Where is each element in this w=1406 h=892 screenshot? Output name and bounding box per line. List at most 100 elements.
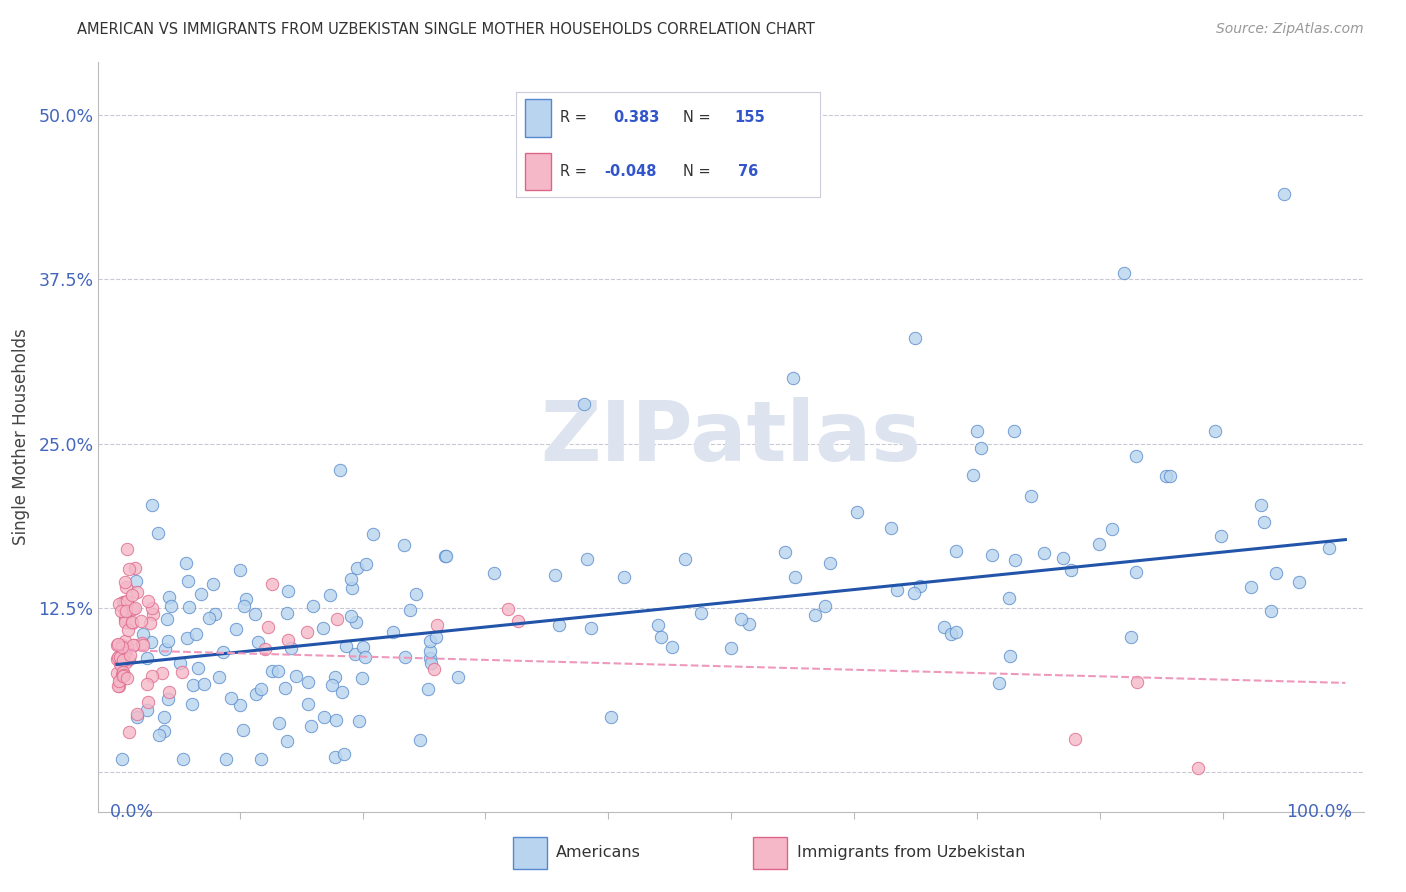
Point — [311, 621, 333, 635]
Point — [105, 652, 128, 666]
Point — [232, 723, 254, 738]
Point — [235, 592, 257, 607]
Point — [190, 587, 212, 601]
Point — [330, 685, 353, 699]
Point — [115, 604, 138, 618]
Point — [945, 543, 967, 558]
Point — [1260, 605, 1282, 619]
Point — [987, 676, 1010, 690]
Point — [846, 505, 869, 519]
Point — [939, 626, 962, 640]
Point — [201, 576, 224, 591]
Point — [904, 331, 927, 345]
Point — [114, 574, 136, 589]
Point — [125, 710, 148, 724]
Point — [160, 599, 183, 614]
Point — [111, 752, 134, 766]
Point — [352, 640, 374, 655]
Point — [146, 525, 169, 540]
Point — [253, 642, 276, 657]
Point — [176, 632, 198, 646]
Point — [122, 639, 145, 653]
Point — [108, 657, 131, 671]
Point — [720, 640, 742, 655]
Point — [1000, 649, 1022, 664]
Point — [107, 666, 129, 681]
Point — [124, 601, 146, 615]
Point — [135, 651, 157, 665]
Point — [447, 670, 470, 684]
Point — [1064, 731, 1087, 746]
Point — [1288, 574, 1310, 589]
Point — [1101, 522, 1123, 536]
Point — [274, 681, 297, 695]
Point — [276, 733, 298, 747]
Point — [352, 672, 374, 686]
Point — [340, 609, 363, 624]
Point — [262, 577, 284, 591]
Point — [344, 648, 367, 662]
Point — [818, 556, 841, 570]
Point — [354, 557, 377, 571]
Point — [581, 621, 603, 635]
Point — [114, 611, 136, 625]
Point — [112, 653, 135, 667]
Point — [1052, 551, 1074, 566]
Point — [257, 619, 280, 633]
Point — [613, 570, 636, 584]
Point — [276, 607, 298, 621]
Point — [690, 606, 713, 620]
Point — [118, 651, 141, 665]
Point — [426, 618, 449, 632]
Point — [572, 397, 595, 411]
Point — [112, 595, 135, 609]
Point — [228, 698, 250, 713]
Point — [142, 607, 165, 622]
Point — [193, 677, 215, 691]
Point — [312, 710, 335, 724]
Point — [115, 541, 138, 556]
Point — [908, 579, 931, 593]
Point — [229, 563, 252, 577]
Point — [152, 709, 174, 723]
Point — [118, 724, 141, 739]
Point — [409, 732, 432, 747]
Point — [114, 646, 136, 660]
Point — [1125, 449, 1147, 463]
Point — [114, 633, 136, 648]
Point — [112, 667, 135, 681]
Point — [1032, 546, 1054, 560]
Point — [297, 675, 319, 690]
Point — [970, 442, 993, 456]
Point — [323, 670, 346, 684]
Point — [419, 644, 441, 658]
Point — [136, 676, 159, 690]
Point — [174, 556, 197, 570]
Point — [297, 624, 319, 639]
Point — [153, 641, 176, 656]
Point — [1250, 498, 1272, 512]
Point — [114, 615, 136, 629]
Point — [1088, 537, 1111, 551]
Point — [127, 706, 149, 721]
Point — [962, 468, 984, 483]
Point — [319, 588, 342, 602]
Point — [966, 424, 988, 438]
Point — [506, 615, 529, 629]
Point — [262, 665, 284, 679]
Point — [346, 561, 368, 575]
Point — [332, 747, 354, 761]
Point — [1019, 489, 1042, 503]
Point — [121, 616, 143, 631]
Point — [647, 618, 669, 632]
Point — [111, 640, 134, 654]
Point — [1204, 424, 1226, 438]
Point — [121, 588, 143, 602]
Point — [181, 678, 204, 692]
Point — [543, 567, 565, 582]
Point — [419, 651, 441, 665]
Point — [738, 616, 761, 631]
Point — [225, 622, 247, 636]
Point — [297, 697, 319, 711]
Point — [267, 664, 290, 678]
